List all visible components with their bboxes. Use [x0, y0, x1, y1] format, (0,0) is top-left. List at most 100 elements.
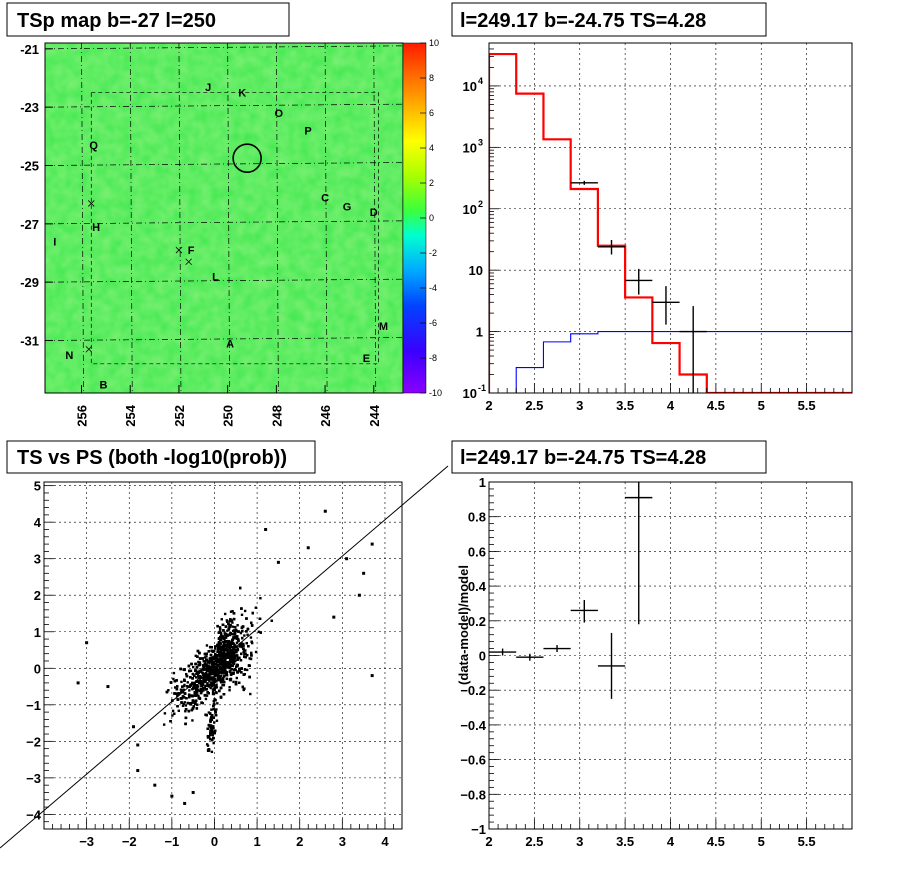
scatter-point	[220, 653, 223, 656]
scatter-point	[219, 658, 222, 661]
scatter-point	[136, 743, 140, 747]
scatter-point	[232, 636, 235, 639]
scatter-point	[204, 660, 207, 664]
scatter-point	[191, 719, 194, 722]
spectrum-title: l=249.17 b=-24.75 TS=4.28	[460, 10, 706, 32]
scatter-point	[218, 677, 222, 680]
spectrum-y-tick-label: 1	[476, 325, 483, 340]
map-x-tick-label: 254	[123, 404, 138, 426]
scatter-point	[234, 680, 238, 684]
scatter-point	[220, 647, 224, 651]
scatter-point	[184, 710, 187, 713]
scatter-point	[228, 633, 232, 637]
scatter-y-tick-label: −4	[26, 807, 42, 822]
scatter-point	[180, 701, 183, 704]
scatter-point	[219, 647, 222, 650]
scatter-point	[214, 647, 217, 650]
scatter-point	[176, 694, 179, 698]
scatter-point	[221, 678, 225, 682]
scatter-point	[216, 702, 219, 705]
scatter-point	[219, 686, 223, 690]
scatter-point	[176, 685, 179, 688]
scatter-point	[193, 700, 196, 703]
scatter-point	[183, 701, 186, 704]
scatter-point	[240, 613, 244, 616]
scatter-point	[197, 671, 201, 675]
scatter-point	[194, 699, 198, 702]
scatter-point	[218, 675, 222, 678]
scatter-point	[221, 665, 225, 668]
residual-y-tick-label: −0.8	[460, 787, 486, 802]
scatter-y-tick-label: 3	[34, 552, 41, 567]
map-title: TSp map b=-27 l=250	[17, 10, 216, 32]
scatter-point	[210, 715, 214, 719]
scatter-point	[216, 644, 219, 647]
graticule-lon-line	[276, 43, 279, 393]
scatter-point	[206, 744, 210, 747]
scatter-point	[232, 661, 235, 664]
scatter-point	[191, 699, 194, 703]
scatter-point	[203, 674, 206, 678]
scatter-point	[214, 645, 217, 648]
colorbar-tick-label: -6	[429, 318, 437, 328]
scatter-point	[230, 660, 233, 664]
scatter-point	[213, 666, 216, 669]
scatter-x-tick-label: 0	[211, 834, 218, 849]
scatter-point	[169, 720, 172, 723]
scatter-point	[210, 708, 213, 711]
scatter-point	[220, 660, 223, 664]
scatter-point	[211, 738, 214, 742]
source-cross-marker	[85, 345, 93, 353]
scatter-point	[226, 666, 230, 669]
scatter-x-tick-label: 4	[381, 834, 389, 849]
scatter-point	[231, 659, 235, 663]
scatter-point	[211, 650, 215, 653]
scatter-point	[239, 643, 242, 646]
scatter-point	[184, 672, 188, 676]
scatter-point	[206, 676, 209, 680]
scatter-point	[205, 664, 208, 667]
scatter-point	[215, 683, 218, 686]
scatter-point	[187, 664, 191, 668]
scatter-point	[228, 666, 232, 670]
scatter-point	[228, 686, 231, 689]
scatter-points	[76, 509, 374, 805]
map-y-tick-label: -29	[20, 275, 39, 290]
scatter-point	[216, 624, 219, 628]
scatter-point	[226, 648, 229, 651]
spectrum-y-tick-label: 10	[463, 202, 477, 217]
source-label: E	[363, 353, 370, 365]
scatter-point	[210, 649, 213, 652]
scatter-point	[222, 647, 226, 651]
scatter-point	[171, 709, 175, 713]
scatter-point	[172, 671, 176, 675]
scatter-point	[183, 683, 186, 687]
map-title-box	[6, 2, 290, 37]
scatter-point	[203, 694, 207, 697]
scatter-point	[227, 639, 230, 643]
scatter-point	[226, 649, 229, 653]
scatter-point	[214, 686, 217, 689]
scatter-point	[213, 655, 217, 658]
scatter-point	[213, 679, 216, 683]
scatter-point	[205, 743, 209, 746]
scatter-point	[242, 642, 245, 646]
scatter-point	[204, 680, 207, 683]
scatter-y-tick-label: −2	[26, 734, 41, 749]
spectrum-y-tick-label: 10	[463, 140, 477, 155]
scatter-point	[207, 660, 210, 664]
scatter-point	[250, 640, 253, 644]
scatter-point	[209, 712, 212, 715]
source-label: C	[321, 193, 329, 205]
scatter-point	[225, 671, 228, 674]
scatter-point	[230, 654, 233, 658]
scatter-point	[206, 684, 209, 687]
scatter-point	[258, 617, 262, 620]
scatter-point	[188, 695, 191, 699]
scatter-point	[209, 726, 213, 730]
scatter-point	[183, 801, 187, 805]
scatter-point	[240, 607, 243, 610]
spectrum-model-histogram	[515, 331, 852, 393]
scatter-point	[216, 654, 220, 657]
